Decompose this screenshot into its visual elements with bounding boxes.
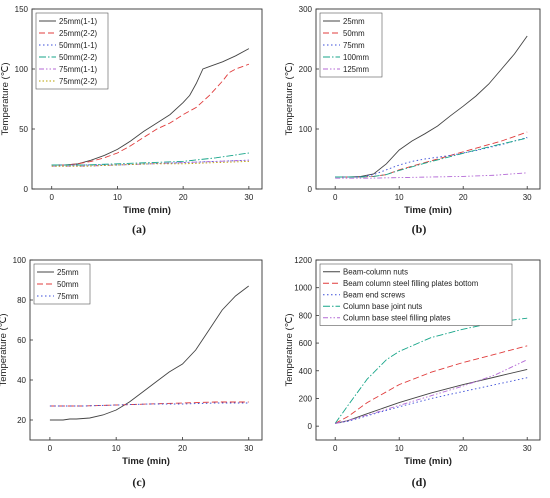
y-tick-label: 0 xyxy=(308,185,313,194)
panel-caption: (d) xyxy=(412,475,427,489)
series-line-1 xyxy=(51,48,250,166)
x-tick-label: 20 xyxy=(179,193,188,202)
y-tick-label: 200 xyxy=(299,65,313,74)
panel-caption: (a) xyxy=(132,222,146,236)
legend-label: 75mm(2-2) xyxy=(59,77,98,86)
x-tick-label: 0 xyxy=(49,193,54,202)
series-line-3 xyxy=(335,377,528,424)
y-axis-title: Temperature (℃) xyxy=(284,314,295,387)
series-line-3 xyxy=(51,159,249,166)
y-axis-title: Temperature (℃) xyxy=(284,63,295,136)
y-tick-label: 60 xyxy=(17,336,26,345)
series-line-3 xyxy=(335,136,528,178)
x-axis-title: Time (min) xyxy=(404,456,452,467)
y-tick-label: 1000 xyxy=(294,284,312,293)
y-tick-label: 150 xyxy=(15,5,29,14)
series-line-3 xyxy=(49,402,249,407)
y-axis-title: Temperature (℃) xyxy=(0,63,11,136)
plot-frame xyxy=(315,8,541,190)
x-tick-label: 0 xyxy=(48,444,53,453)
panel-caption: (b) xyxy=(412,222,427,236)
legend-box xyxy=(35,12,109,90)
x-tick-label: 30 xyxy=(244,193,253,202)
series-line-1 xyxy=(335,368,528,424)
chart-panel-3: 0 10 20 30 20 40 60 80 100 Time (min) Temperature … xyxy=(0,256,263,489)
legend-label: Beam column steel filling plates bottom xyxy=(343,279,478,288)
series-line-1 xyxy=(335,35,528,178)
legend-label: 75mm(1-1) xyxy=(59,65,98,74)
y-tick-label: 1200 xyxy=(294,256,312,265)
legend-label: 50mm xyxy=(57,280,79,289)
legend-label: 25mm(1-1) xyxy=(59,17,98,26)
y-tick-label: 100 xyxy=(13,256,27,265)
y-tick-label: 40 xyxy=(17,376,26,385)
legend-label: 25mm xyxy=(343,17,365,26)
legend-label: 75mm xyxy=(57,292,79,301)
y-tick-label: 400 xyxy=(299,367,313,376)
legend-label: Column base steel filling plates xyxy=(343,314,451,323)
plot-frame xyxy=(315,259,541,441)
legend-label: 50mm xyxy=(343,29,365,38)
x-tick-label: 10 xyxy=(395,193,404,202)
x-tick-label: 20 xyxy=(459,193,468,202)
x-tick-label: 10 xyxy=(395,444,404,453)
x-axis-title: Time (min) xyxy=(123,205,171,216)
chart-panel-1: 0 10 20 30 0 50 100 150 Time (min) Temperature (℃… xyxy=(0,5,263,236)
panel-caption: (c) xyxy=(132,475,145,489)
y-tick-label: 20 xyxy=(17,416,26,425)
y-tick-label: 80 xyxy=(17,296,26,305)
legend-label: 50mm(2-2) xyxy=(59,53,98,62)
series-line-4 xyxy=(51,152,249,166)
x-tick-label: 20 xyxy=(459,444,468,453)
plot-frame xyxy=(29,259,263,441)
x-tick-label: 30 xyxy=(523,193,532,202)
legend-label: 75mm xyxy=(343,41,365,50)
x-tick-label: 10 xyxy=(113,193,122,202)
legend-label: 125mm xyxy=(343,65,369,74)
legend-label: Column base joint nuts xyxy=(343,302,422,311)
y-tick-label: 800 xyxy=(299,311,313,320)
chart-panel-4: 0 10 20 30 0 200 400 600 800 1000 1200 Time (min) Te… xyxy=(284,256,541,489)
legend-box xyxy=(33,263,91,305)
y-tick-label: 100 xyxy=(299,125,313,134)
y-tick-label: 100 xyxy=(15,65,29,74)
legend-label: 25mm xyxy=(57,268,79,277)
x-axis-title: Time (min) xyxy=(404,205,452,216)
x-tick-label: 0 xyxy=(333,193,338,202)
series-line-2 xyxy=(49,401,249,407)
x-tick-label: 10 xyxy=(112,444,121,453)
x-tick-label: 30 xyxy=(523,444,532,453)
y-tick-label: 300 xyxy=(299,5,313,14)
series-line-1 xyxy=(49,285,249,421)
x-axis-title: Time (min) xyxy=(122,456,170,467)
series-line-6 xyxy=(51,160,249,167)
x-tick-label: 30 xyxy=(244,444,253,453)
legend-label: Beam end screws xyxy=(343,291,405,300)
y-axis-title: Temperature (℃) xyxy=(0,314,9,387)
y-tick-label: 200 xyxy=(299,394,313,403)
series-line-4 xyxy=(334,317,528,424)
legend-label: Beam-column nuts xyxy=(343,268,408,277)
series-line-5 xyxy=(335,172,528,179)
plot-frame xyxy=(31,8,263,190)
x-tick-label: 0 xyxy=(333,444,338,453)
legend-box xyxy=(319,263,513,326)
series-line-2 xyxy=(334,345,528,424)
y-tick-label: 50 xyxy=(19,125,28,134)
y-tick-label: 0 xyxy=(24,185,29,194)
y-tick-label: 0 xyxy=(308,422,313,431)
series-line-4 xyxy=(335,137,528,178)
x-tick-label: 20 xyxy=(178,444,187,453)
series-line-2 xyxy=(335,131,528,178)
legend-box xyxy=(319,12,383,78)
series-line-2 xyxy=(51,63,250,166)
legend-label: 50mm(1-1) xyxy=(59,41,98,50)
series-line-5 xyxy=(335,359,528,424)
legend-label: 100mm xyxy=(343,53,369,62)
legend-label: 25mm(2-2) xyxy=(59,29,98,38)
y-tick-label: 600 xyxy=(299,339,313,348)
